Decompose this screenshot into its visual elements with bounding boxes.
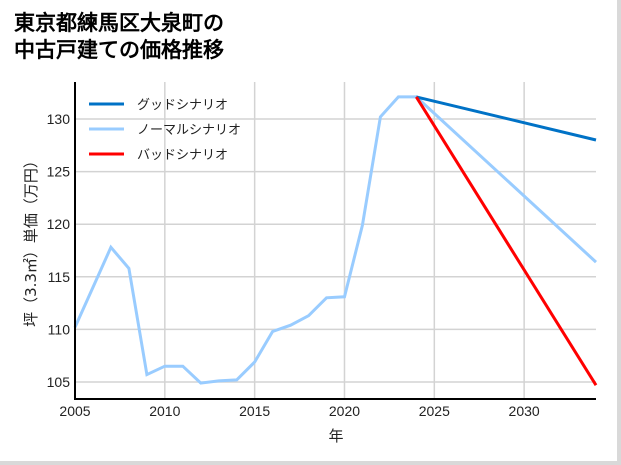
chart-title-line-2: 中古戸建ての価格推移 bbox=[14, 38, 224, 62]
y-tick-label: 120 bbox=[47, 216, 71, 232]
legend-label-0: グッドシナリオ bbox=[137, 98, 228, 113]
x-tick-label: 2030 bbox=[509, 403, 540, 419]
series-line-0 bbox=[415, 95, 597, 142]
gridlines bbox=[75, 82, 596, 399]
chart-title-line-1: 東京都練馬区大泉町の bbox=[14, 11, 224, 35]
x-tick-label: 2020 bbox=[329, 403, 360, 419]
y-tick-label: 105 bbox=[47, 374, 71, 390]
legend-label-2: バッドシナリオ bbox=[137, 148, 228, 163]
x-axis-label: 年 bbox=[328, 427, 343, 445]
x-tick-label: 2025 bbox=[419, 403, 450, 419]
y-axis-label: 坪（3.3㎡）単価（万円） bbox=[22, 153, 40, 327]
y-axis-ticks: 105 110 115 120 125 130 bbox=[47, 111, 71, 390]
chart-title: 東京都練馬区大泉町の 中古戸建ての価格推移 bbox=[14, 10, 224, 64]
legend-label-1: ノーマルシナリオ bbox=[137, 123, 241, 138]
series-line-2 bbox=[415, 96, 598, 386]
series-line-1 bbox=[73, 95, 598, 385]
y-tick-label: 125 bbox=[47, 164, 71, 180]
y-tick-label: 115 bbox=[48, 269, 71, 285]
y-tick-label: 130 bbox=[47, 111, 71, 127]
x-tick-label: 2015 bbox=[239, 403, 270, 419]
y-tick-label: 110 bbox=[48, 321, 71, 337]
x-tick-label: 2010 bbox=[149, 403, 180, 419]
axes bbox=[74, 82, 596, 400]
x-tick-label: 2005 bbox=[59, 403, 90, 419]
x-axis-ticks: 2005 2010 2015 2020 2025 2030 bbox=[59, 403, 539, 419]
data-lines bbox=[73, 95, 598, 386]
